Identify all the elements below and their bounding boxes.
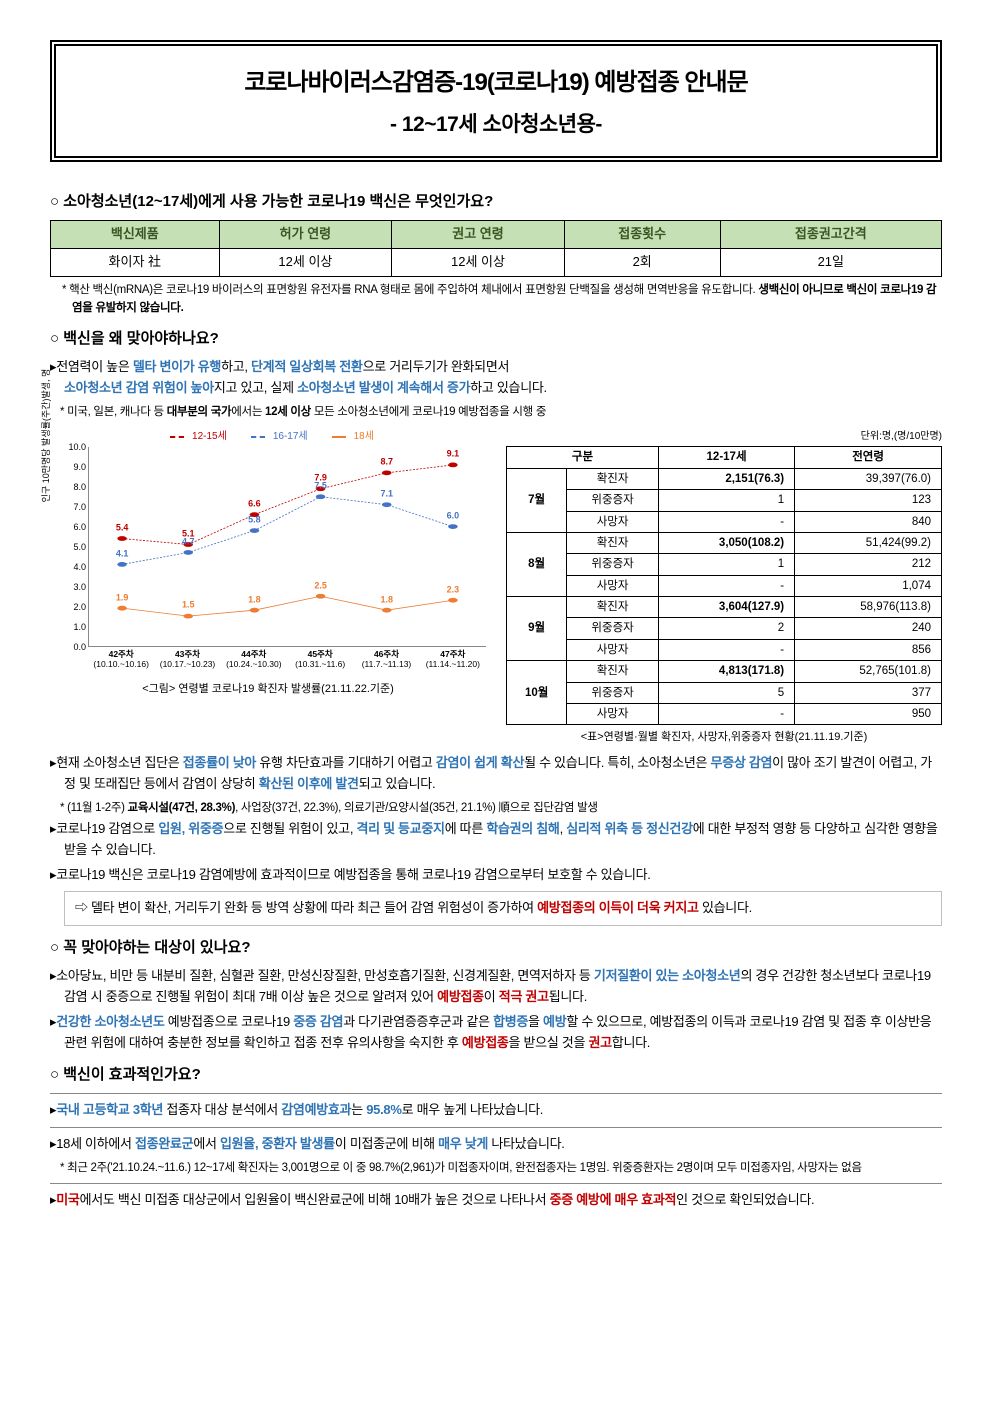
chart-and-table: 12-15세16-17세18세 인구 10만명당 발생률(주간)발생, 명 0.… xyxy=(50,429,942,747)
divider xyxy=(50,1183,942,1184)
q2b-p3: ▸코로나19 백신은 코로나19 감염예방에 효과적이므로 예방접종을 통해 코… xyxy=(50,865,942,886)
q4-heading: ○ 백신이 효과적인가요? xyxy=(50,1063,942,1087)
title-box: 코로나바이러스감염증-19(코로나19) 예방접종 안내문 - 12~17세 소… xyxy=(50,40,942,162)
q3-p1: ▸소아당뇨, 비만 등 내분비 질환, 심혈관 질환, 만성신장질환, 만성호흡… xyxy=(50,966,942,1008)
q4-p3: ▸미국에서도 백신 미접종 대상군에서 입원율이 백신완료군에 비해 10배가 … xyxy=(50,1190,942,1211)
stats-caption: <표>연령별·월별 확진자, 사망자,위중증자 현황(21.11.19.기준) xyxy=(506,729,942,747)
title-main: 코로나바이러스감염증-19(코로나19) 예방접종 안내문 xyxy=(66,64,926,102)
divider xyxy=(50,1093,942,1094)
q2b-p2: ▸코로나19 감염으로 입원, 위중증으로 진행될 위험이 있고, 격리 및 등… xyxy=(50,819,942,861)
q2-heading: ○ 백신을 왜 맞아야하나요? xyxy=(50,327,942,351)
stats-table: 구분12-17세전연령 7월확진자2,151(76.3)39,397(76.0)… xyxy=(506,446,942,725)
chart-legend: 12-15세16-17세18세 xyxy=(50,429,486,445)
q3-p2: ▸건강한 소아청소년도 예방접종으로 코로나19 중증 감염과 다기관염증증후군… xyxy=(50,1012,942,1054)
chart-ylabel: 인구 10만명당 발생률(주간)발생, 명 xyxy=(39,369,53,503)
stats-unit: 단위:명,(명/10만명) xyxy=(506,429,942,445)
q2b-p1: ▸현재 소아청소년 집단은 접종률이 낮아 유행 차단효과를 기대하기 어렵고 … xyxy=(50,753,942,795)
q1-heading: ○ 소아청소년(12~17세)에게 사용 가능한 코로나19 백신은 무엇인가요… xyxy=(50,190,942,214)
q4-p1: ▸국내 고등학교 3학년 접종자 대상 분석에서 감염예방효과는 95.8%로 … xyxy=(50,1100,942,1121)
vaccine-table: 백신제품허가 연령권고 연령접종횟수접종권고간격 화이자 社12세 이상12세 … xyxy=(50,220,942,277)
q2-line1: ▸전염력이 높은 델타 변이가 유행하고, 단계적 일상회복 전환으로 거리두기… xyxy=(50,357,942,399)
q4-p2: ▸18세 이하에서 접종완료군에서 입원율, 중환자 발생률이 미접종군에 비해… xyxy=(50,1134,942,1155)
q4-p2-note: * 최근 2주('21.10.24.~11.6.) 12~17세 확진자는 3,… xyxy=(50,1159,942,1177)
title-sub: - 12~17세 소아청소년용- xyxy=(66,108,926,142)
q2b-p1-note: * (11월 1-2주) 교육시설(47건, 28.3%), 사업장(37건, … xyxy=(50,799,942,817)
divider xyxy=(50,1127,942,1128)
q1-note: * 핵산 백신(mRNA)은 코로나19 바이러스의 표면항원 유전자를 RNA… xyxy=(50,281,942,318)
q2-note: * 미국, 일본, 캐나다 등 대부분의 국가에서는 12세 이상 모든 소아청… xyxy=(50,403,942,421)
q2b-callout: ⇨ 델타 변이 확산, 거리두기 완화 등 방역 상황에 따라 최근 들어 감염… xyxy=(64,891,942,926)
chart-caption: <그림> 연령별 코로나19 확진자 발생률(21.11.22.기준) xyxy=(50,681,486,699)
line-chart: 인구 10만명당 발생률(주간)발생, 명 0.01.02.03.04.05.0… xyxy=(50,447,486,677)
q3-heading: ○ 꼭 맞아야하는 대상이 있나요? xyxy=(50,936,942,960)
